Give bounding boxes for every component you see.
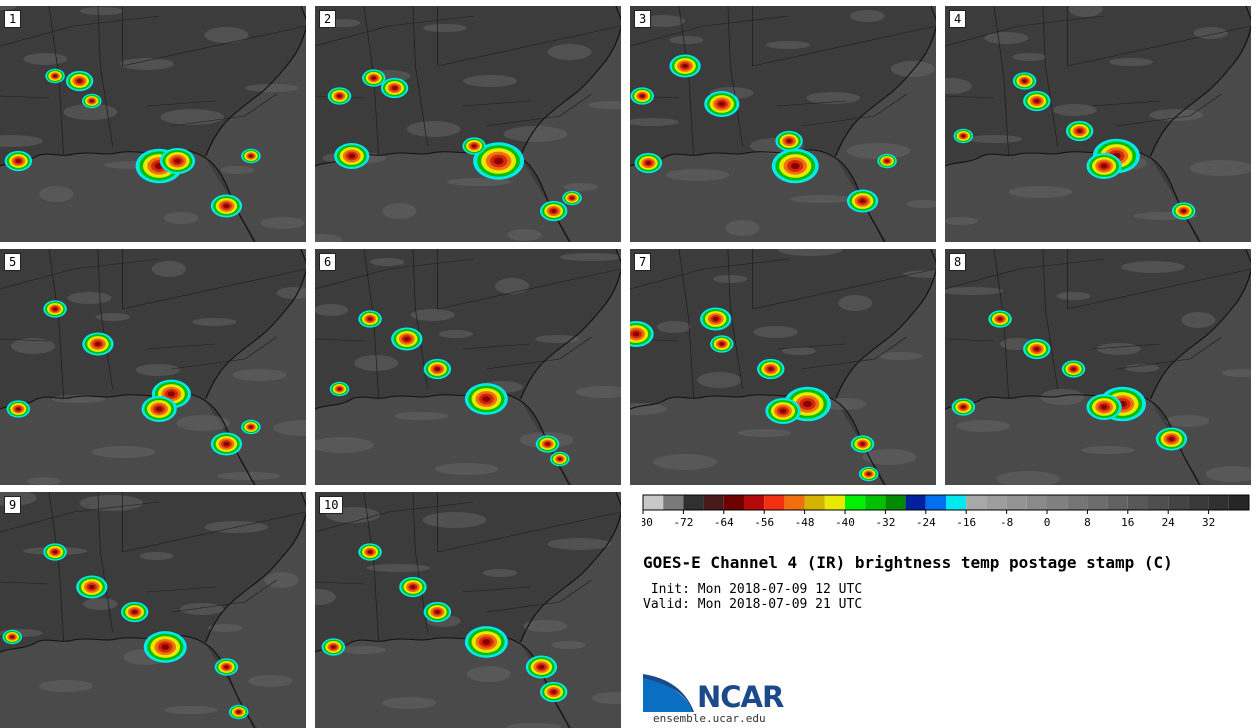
satellite-map [315,249,621,485]
panel-number: 10 [319,496,344,514]
colorbar-swatch [1228,495,1249,510]
colorbar-swatch [703,495,724,510]
colorbar-tick-label: 0 [1044,516,1051,529]
colorbar-swatch [946,495,967,510]
colorbar-swatch [966,495,987,510]
colorbar-swatch [643,495,664,510]
colorbar-swatch [804,495,825,510]
map-panel: 1 [0,6,306,242]
map-panel: 8 [945,249,1251,485]
colorbar-swatch [885,495,906,510]
map-panel: 6 [315,249,621,485]
colorbar-swatch [865,495,886,510]
colorbar-tick-label: 32 [1202,516,1215,529]
panel-number: 1 [4,10,22,28]
satellite-map [315,6,621,242]
colorbar-swatch [1067,495,1088,510]
colorbar-swatch [845,495,866,510]
logo-url: ensemble.ucar.edu [653,712,766,725]
colorbar-swatch [1026,495,1047,510]
colorbar-swatch [905,495,926,510]
satellite-map [315,492,621,728]
colorbar-swatch [824,495,845,510]
map-panel: 5 [0,249,306,485]
colorbar-swatch [1168,495,1189,510]
panel-number: 9 [4,496,22,514]
figure-title: GOES-E Channel 4 (IR) brightness temp po… [643,553,1173,572]
colorbar-swatch [1148,495,1169,510]
colorbar-swatch [1127,495,1148,510]
colorbar-swatch [663,495,684,510]
map-panel: 10 [315,492,621,728]
satellite-map [630,249,936,485]
satellite-map [945,249,1251,485]
colorbar-swatch [1208,495,1229,510]
colorbar-swatch [1087,495,1108,510]
colorbar-tick-label: -16 [956,516,976,529]
map-panel: 9 [0,492,306,728]
convective-storms [2,543,249,720]
colorbar-tick-label: -80 [642,516,653,529]
colorbar-swatch [1047,495,1068,510]
colorbar-swatch [925,495,946,510]
colorbar-tick-label: 8 [1084,516,1091,529]
convective-storms [327,69,582,222]
colorbar-tick-label: -56 [754,516,774,529]
satellite-map [945,6,1251,242]
colorbar-swatch [744,495,765,510]
colorbar-swatch [784,495,805,510]
map-panel: 7 [630,249,936,485]
colorbar-tick-label: -72 [673,516,693,529]
colorbar-tick-label: -8 [1000,516,1013,529]
convective-storms [630,54,897,213]
colorbar-tick-label: 24 [1162,516,1176,529]
colorbar-swatch [986,495,1007,510]
logo-wordmark: NCAR [697,680,784,714]
panel-number: 5 [4,253,22,271]
colorbar-swatch [1107,495,1128,510]
satellite-map [0,6,306,242]
convective-storms [6,300,261,456]
colorbar-tick-label: -48 [795,516,815,529]
colorbar-swatch [764,495,785,510]
colorbar-swatch [723,495,744,510]
colorbar-swatch [1006,495,1027,510]
map-panel: 3 [630,6,936,242]
panel-number: 6 [319,253,337,271]
colorbar-tick-label: -32 [875,516,895,529]
panel-number: 7 [634,253,652,271]
map-panel: 2 [315,6,621,242]
convective-storms [4,68,261,218]
colorbar-swatch [683,495,704,510]
convective-storms [630,307,879,482]
satellite-map [0,492,306,728]
valid-time: Valid: Mon 2018-07-09 21 UTC [643,597,863,612]
colorbar-tick-label: -40 [835,516,855,529]
panel-number: 3 [634,10,652,28]
panel-number: 4 [949,10,967,28]
convective-storms [953,72,1196,220]
map-panel: 4 [945,6,1251,242]
ncar-swoosh-icon [643,674,694,712]
convective-storms [321,543,568,703]
colorbar-tick-label: -24 [916,516,936,529]
satellite-map [630,6,936,242]
colorbar-swatch [1188,495,1209,510]
panel-number: 8 [949,253,967,271]
convective-storms [329,310,570,467]
convective-storms [951,310,1188,451]
panel-number: 2 [319,10,337,28]
satellite-map [0,249,306,485]
colorbar-tick-label: 16 [1121,516,1134,529]
colorbar-tick-label: -64 [714,516,734,529]
init-time: Init: Mon 2018-07-09 12 UTC [650,582,863,597]
